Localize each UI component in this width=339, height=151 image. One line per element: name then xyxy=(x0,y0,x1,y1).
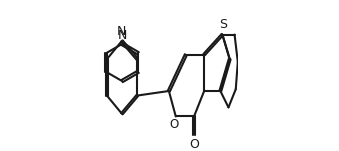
Text: N: N xyxy=(117,25,126,38)
Text: O: O xyxy=(189,138,199,151)
Text: S: S xyxy=(219,18,227,31)
Text: N: N xyxy=(117,29,127,42)
Text: O: O xyxy=(170,118,179,131)
